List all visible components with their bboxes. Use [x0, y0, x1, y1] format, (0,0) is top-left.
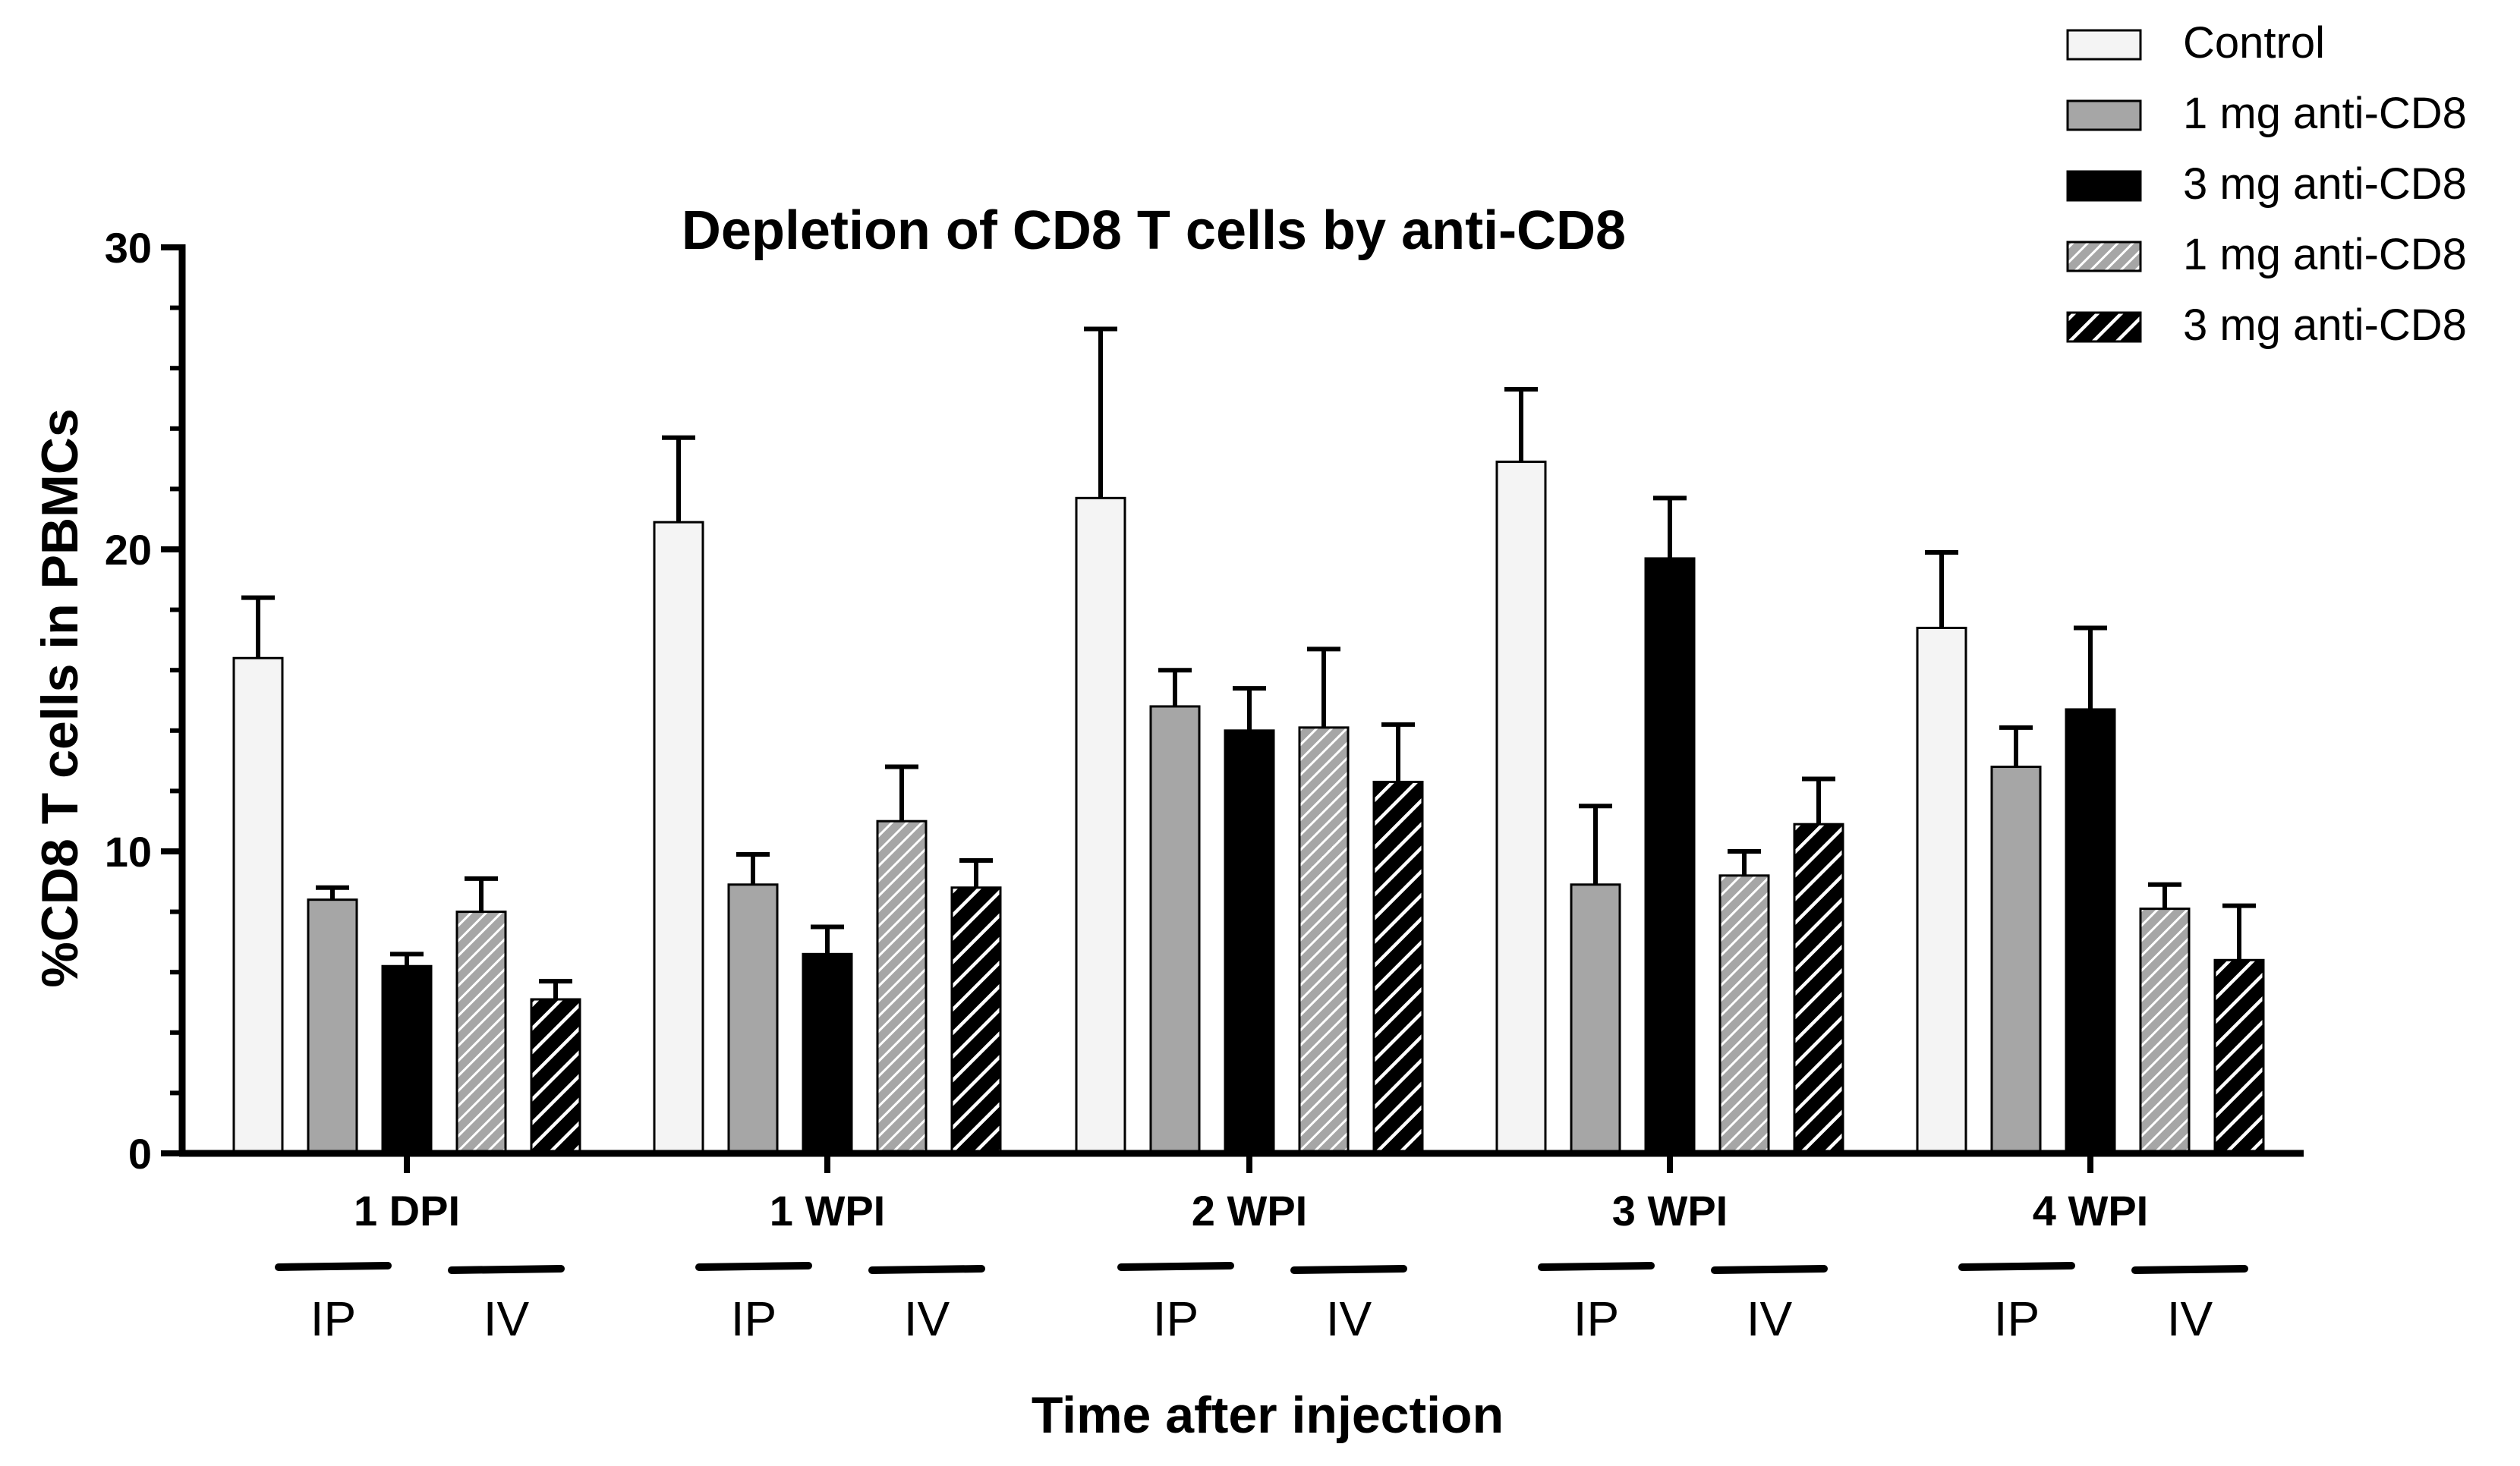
- axes-layer: 0 10 20 30: [105, 224, 2304, 1178]
- route-label-iv: IV: [904, 1291, 950, 1346]
- bar-s4-c3: [1793, 823, 1844, 1155]
- bar-s3-c1: [876, 820, 928, 1155]
- y-tick-label: 20: [105, 526, 152, 574]
- route-bar-iv: [2131, 1265, 2248, 1274]
- x-axis-title: Time after injection: [1032, 1386, 1504, 1444]
- legend-swatch-4: [2066, 311, 2142, 343]
- route-bar-ip: [1117, 1262, 1234, 1271]
- legend-swatch-2: [2066, 170, 2142, 202]
- chart-title: Depletion of CD8 T cells by anti-CD8: [682, 200, 1626, 261]
- x-category-labels: 1 DPI 1 WPI 2 WPI 3 WPI 4 WPI: [354, 1187, 2148, 1235]
- legend-label-2: 3 mg anti-CD8: [2183, 159, 2467, 209]
- bar-s0-c0: [232, 656, 284, 1155]
- bar-s2-c2: [1224, 729, 1275, 1155]
- bar-s4-c4: [2213, 958, 2265, 1155]
- x-category-label: 1 WPI: [770, 1187, 885, 1235]
- bar-s2-c3: [1644, 557, 1696, 1155]
- bar-s1-c2: [1149, 705, 1201, 1155]
- x-category-label: 2 WPI: [1192, 1187, 1307, 1235]
- route-label-iv: IV: [1326, 1291, 1372, 1346]
- y-tick-label: 30: [105, 224, 152, 272]
- bar-s4-c2: [1372, 780, 1424, 1155]
- bar-s3-c3: [1718, 874, 1770, 1155]
- route-label-ip: IP: [1573, 1291, 1619, 1346]
- legend-label-0: Control: [2183, 18, 2325, 68]
- route-label-ip: IP: [1153, 1291, 1199, 1346]
- bar-s4-c0: [530, 998, 581, 1155]
- bar-s0-c1: [653, 521, 704, 1155]
- route-bar-ip: [695, 1262, 812, 1271]
- legend-label-4: 3 mg anti-CD8: [2183, 300, 2467, 350]
- route-bar-iv: [448, 1265, 565, 1274]
- route-bar-ip: [275, 1262, 392, 1271]
- y-tick-label: 10: [105, 828, 152, 876]
- x-category-label: 4 WPI: [2033, 1187, 2148, 1235]
- bar-s0-c4: [1916, 626, 1967, 1155]
- route-bar-iv: [1711, 1265, 1828, 1274]
- y-tick-label: 0: [128, 1130, 152, 1178]
- legend-swatch-3: [2066, 241, 2142, 272]
- route-label-ip: IP: [1994, 1291, 2040, 1346]
- route-bar-iv: [1290, 1265, 1407, 1274]
- bar-s1-c3: [1570, 883, 1621, 1155]
- bar-s1-c1: [727, 883, 779, 1155]
- bar-s0-c2: [1075, 496, 1126, 1155]
- bar-s1-c0: [307, 898, 358, 1155]
- route-bar-ip: [1538, 1262, 1655, 1271]
- route-labels: IP IV IP IV IP IV IP IV IP IV: [275, 1262, 2248, 1346]
- legend: Control 1 mg anti-CD8 3 mg anti-CD8 1 mg an…: [2066, 18, 2467, 350]
- route-label-iv: IV: [484, 1291, 530, 1346]
- route-bar-iv: [868, 1265, 985, 1274]
- bar-s3-c0: [455, 911, 507, 1155]
- x-category-label: 3 WPI: [1612, 1187, 1728, 1235]
- route-label-iv: IV: [2167, 1291, 2213, 1346]
- route-label-ip: IP: [310, 1291, 356, 1346]
- x-category-label: 1 DPI: [354, 1187, 460, 1235]
- bar-s3-c2: [1298, 726, 1350, 1155]
- legend-label-3: 1 mg anti-CD8: [2183, 230, 2467, 279]
- bar-s3-c4: [2139, 908, 2191, 1155]
- legend-swatch-1: [2066, 99, 2142, 131]
- route-label-ip: IP: [731, 1291, 776, 1346]
- legend-label-1: 1 mg anti-CD8: [2183, 89, 2467, 138]
- legend-swatch-0: [2066, 29, 2142, 61]
- y-axis-title: %CD8 T cells in PBMCs: [31, 408, 89, 987]
- bars-layer: [232, 326, 2265, 1155]
- route-label-iv: IV: [1747, 1291, 1793, 1346]
- bar-s4-c1: [950, 886, 1002, 1155]
- bar-s2-c1: [802, 952, 853, 1155]
- bar-s2-c0: [381, 964, 433, 1155]
- bar-s0-c3: [1495, 461, 1547, 1155]
- bar-s2-c4: [2065, 708, 2116, 1155]
- route-bar-ip: [1958, 1262, 2075, 1271]
- bar-s1-c4: [1990, 766, 2042, 1155]
